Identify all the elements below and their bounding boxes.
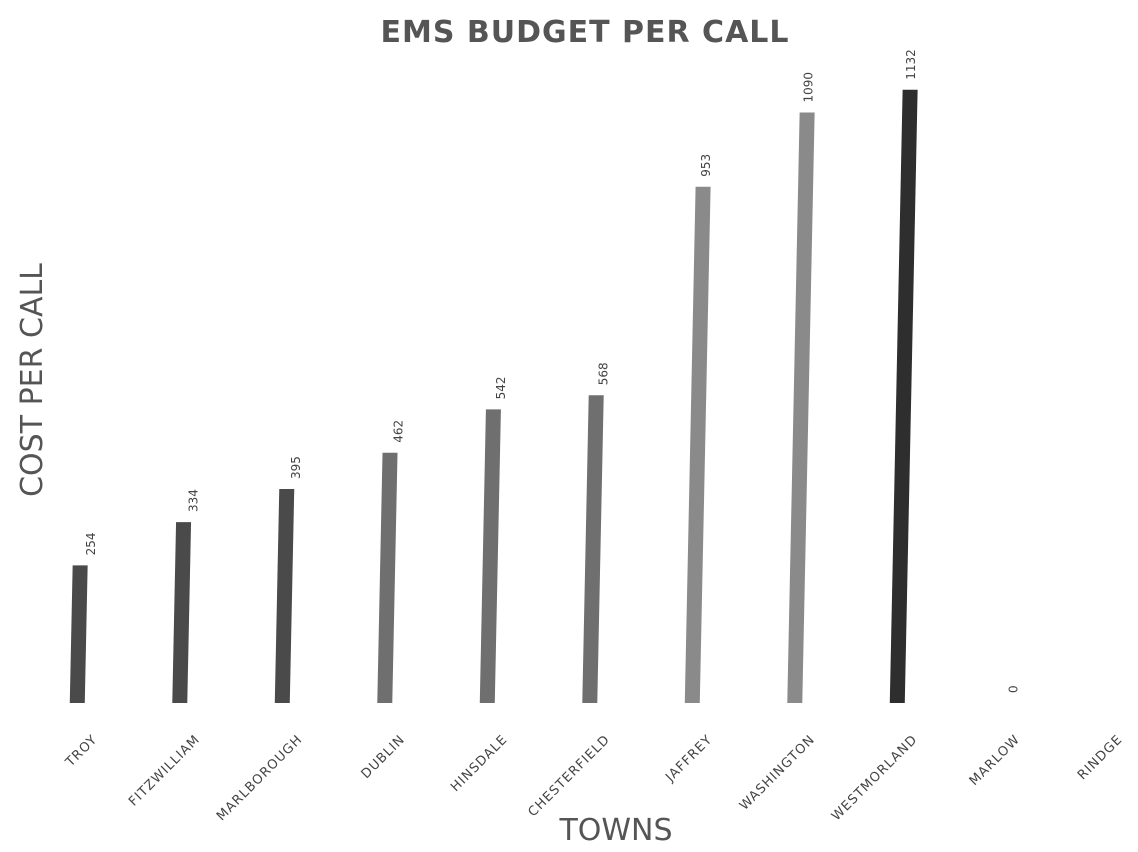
bar-troy xyxy=(69,565,88,704)
data-label-jaffrey: 953 xyxy=(699,154,713,177)
data-labels: 254 334 395 462 542 568 953 1090 1132 0 xyxy=(84,49,1021,693)
data-label-hinsdale: 542 xyxy=(494,376,508,399)
x-axis-title: TOWNS xyxy=(558,813,672,848)
data-label-fitzwilliam: 334 xyxy=(187,489,201,512)
bar-chesterfield xyxy=(582,395,604,703)
bar-fitzwilliam xyxy=(172,522,192,703)
bar-dublin xyxy=(377,452,398,704)
y-axis-title: COST PER CALL xyxy=(15,263,50,497)
data-label-washington: 1090 xyxy=(802,72,816,103)
x-tick-label-chesterfield: CHESTERFIELD xyxy=(525,732,613,820)
bar-marlborough xyxy=(274,489,295,703)
x-tick-label-jaffrey: JAFFREY xyxy=(662,732,715,785)
x-tick-label-westmorland: WESTMORLAND xyxy=(829,732,921,824)
data-label-marlow: 0 xyxy=(1007,685,1021,693)
data-label-troy: 254 xyxy=(84,532,98,555)
data-label-dublin: 462 xyxy=(392,420,406,443)
bar-hinsdale xyxy=(479,409,501,703)
data-label-westmorland: 1132 xyxy=(904,49,918,80)
x-tick-label-rindge: RINDGE xyxy=(1075,732,1126,783)
x-tick-label-fitzwilliam: FITZWILLIAM xyxy=(126,732,203,809)
chart-title: EMS BUDGET PER CALL xyxy=(380,15,789,50)
x-tick-label-troy: TROY xyxy=(62,732,100,770)
x-tick-labels: TROY FITZWILLIAM MARLBOROUGH DUBLIN HINSDALE… xyxy=(62,732,1125,824)
data-label-marlborough: 395 xyxy=(289,456,303,479)
x-tick-label-marlborough: MARLBOROUGH xyxy=(214,732,306,824)
x-tick-label-marlow: MARLOW xyxy=(967,732,1024,789)
x-tick-label-hinsdale: HINSDALE xyxy=(448,732,511,795)
bar-westmorland xyxy=(889,89,918,704)
bar-washington xyxy=(787,112,815,703)
bars xyxy=(69,89,918,704)
x-tick-label-dublin: DUBLIN xyxy=(359,732,409,782)
bar-jaffrey xyxy=(684,186,711,703)
data-label-chesterfield: 568 xyxy=(597,362,611,385)
x-tick-label-washington: WASHINGTON xyxy=(737,732,818,813)
